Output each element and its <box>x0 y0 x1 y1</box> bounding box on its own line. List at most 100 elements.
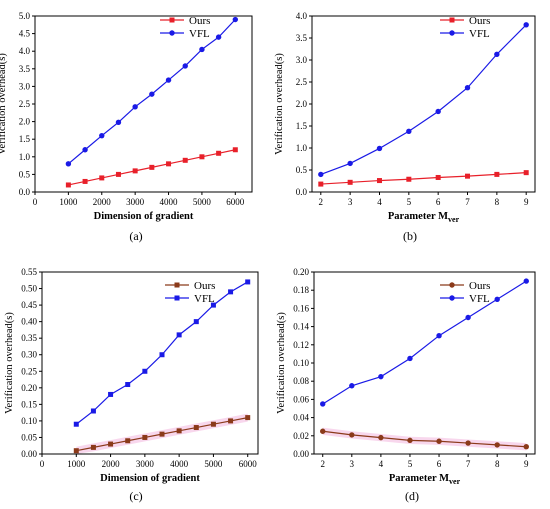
x-tick-label: 3000 <box>126 197 145 207</box>
x-tick-label: 5000 <box>193 197 212 207</box>
chart-panel-b: 2 3 4 5 6 7 8 9 0.0 0.5 1.0 1.5 2.0 2.5 3.0 3.5 4.0 Verif… <box>274 11 536 243</box>
series-line-vfl <box>320 24 527 175</box>
y-tick-label: 0.5 <box>296 165 308 175</box>
data-point-ours <box>523 170 529 176</box>
y-tick-label: 3.5 <box>296 33 308 43</box>
legend-label-ours: Ours <box>469 280 490 292</box>
legend-label-vfl: VFL <box>469 28 490 40</box>
y-tick-label: 0.15 <box>21 399 37 409</box>
data-point-vfl <box>149 91 155 97</box>
y-tick-label: 3.5 <box>19 64 31 74</box>
legend-label-vfl: VFL <box>469 293 490 305</box>
data-point-vfl <box>464 85 471 91</box>
data-point-ours <box>142 434 148 440</box>
data-point-vfl <box>182 63 188 69</box>
x-axis-title: Parameter Mver <box>389 473 461 486</box>
data-point-ours <box>494 442 500 448</box>
data-point-ours <box>216 150 222 156</box>
y-tick-label: 0.10 <box>293 358 309 368</box>
legend-marker <box>169 17 175 23</box>
panel-caption: (c) <box>129 489 142 503</box>
plot-frame <box>41 271 259 455</box>
y-tick-label: 0.35 <box>21 333 37 343</box>
panel-caption: (a) <box>129 229 142 243</box>
legend-label-ours: Ours <box>189 15 210 27</box>
legend-marker <box>449 295 455 301</box>
x-tick-label: 9 <box>524 459 529 469</box>
data-point-ours <box>347 179 353 185</box>
y-tick-label: 5.0 <box>19 11 31 21</box>
x-tick-label: 2000 <box>102 459 121 469</box>
data-point-vfl <box>378 373 384 380</box>
x-axis-title-main: Parameter M <box>388 211 448 222</box>
data-point-ours <box>73 448 79 454</box>
data-point-vfl <box>193 319 199 325</box>
x-tick-label: 9 <box>524 197 529 207</box>
data-point-ours <box>166 161 172 167</box>
legend-marker <box>449 282 455 288</box>
data-point-vfl <box>82 147 88 153</box>
y-tick-label: 0.55 <box>21 267 37 277</box>
data-point-vfl <box>245 279 251 285</box>
x-axis-title: Parameter Mver <box>388 211 460 224</box>
legend-marker <box>174 295 180 301</box>
data-point-ours <box>193 425 199 431</box>
chart-panel-d: 2 3 4 5 6 7 8 9 0.00 0.02 0.04 0.06 0.08 0.10 0.12 0.14… <box>276 267 536 503</box>
data-point-vfl <box>349 383 355 389</box>
x-tick-label: 0 <box>33 197 38 207</box>
data-point-vfl <box>407 355 413 362</box>
series-line-ours <box>320 172 527 185</box>
y-tick-label: 0.08 <box>293 376 309 386</box>
x-tick-label: 7 <box>466 459 471 469</box>
data-point-ours <box>115 171 121 177</box>
x-tick-label: 6000 <box>239 459 258 469</box>
y-tick-label: 0.00 <box>293 449 309 459</box>
y-tick-label: 0.45 <box>21 300 37 310</box>
y-axis-title: Verification overhead(s) <box>274 53 285 155</box>
data-point-ours <box>494 171 500 177</box>
legend-label-vfl: VFL <box>194 293 215 305</box>
x-tick-label: 1000 <box>67 459 86 469</box>
legend-label-ours: Ours <box>469 15 490 27</box>
data-point-vfl <box>436 333 442 339</box>
legend-marker <box>174 282 180 288</box>
data-point-ours <box>199 154 205 160</box>
y-tick-label: 0.05 <box>21 432 37 442</box>
y-tick-label: 0.0 <box>19 187 31 197</box>
y-tick-label: 0.00 <box>21 449 37 459</box>
x-tick-label: 4 <box>377 197 382 207</box>
y-tick-label: 0.06 <box>293 394 309 404</box>
legend-marker <box>449 17 455 23</box>
panel-caption: (b) <box>403 229 417 243</box>
plot-frame <box>313 271 536 455</box>
data-point-vfl <box>228 289 234 295</box>
data-point-vfl <box>125 382 131 388</box>
data-point-vfl <box>215 34 222 40</box>
data-point-vfl <box>376 145 383 152</box>
y-tick-label: 4.0 <box>296 11 308 21</box>
y-tick-label: 0.16 <box>293 303 309 313</box>
y-tick-label: 4.0 <box>19 46 31 56</box>
x-axis-title: Dimension of gradient <box>100 473 200 484</box>
data-point-vfl <box>523 22 529 28</box>
y-tick-label: 3.0 <box>19 81 31 91</box>
x-tick-label: 8 <box>495 459 500 469</box>
x-tick-label: 6 <box>436 197 441 207</box>
data-point-ours <box>523 444 529 450</box>
legend-label-vfl: VFL <box>189 28 210 40</box>
data-point-ours <box>108 441 114 447</box>
data-point-ours <box>228 418 234 424</box>
data-point-vfl <box>142 368 148 374</box>
y-tick-label: 0.10 <box>21 416 37 426</box>
data-point-vfl <box>320 401 326 407</box>
data-point-ours <box>407 437 413 444</box>
y-tick-label: 0.04 <box>293 413 309 423</box>
data-point-ours <box>376 178 382 184</box>
x-tick-label: 3000 <box>136 459 155 469</box>
data-point-vfl <box>73 421 79 427</box>
chart-panel-c: 0 1000 2000 3000 4000 5000 6000 0.00 0.05 0.10 0.1… <box>4 267 259 503</box>
data-point-ours <box>125 438 131 444</box>
x-tick-label: 6 <box>437 459 442 469</box>
x-tick-label: 6000 <box>226 197 245 207</box>
